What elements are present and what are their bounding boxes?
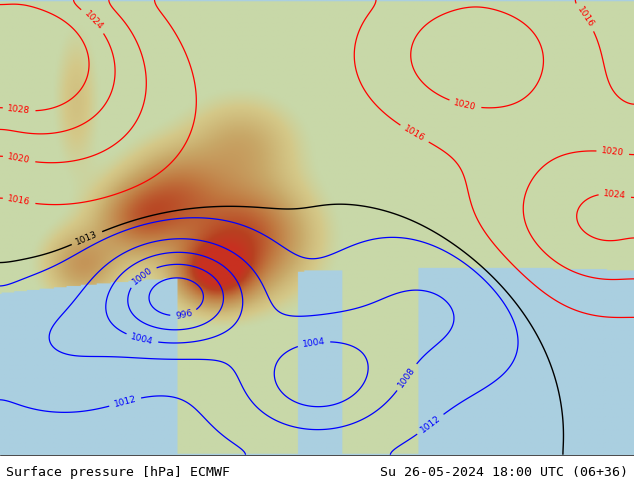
Polygon shape xyxy=(190,391,292,455)
Text: 1020: 1020 xyxy=(453,98,477,112)
Text: 1013: 1013 xyxy=(75,229,100,246)
Text: 1024: 1024 xyxy=(82,9,105,32)
Text: 1024: 1024 xyxy=(603,189,627,200)
Text: 1012: 1012 xyxy=(418,414,443,435)
Text: 1020: 1020 xyxy=(601,147,624,158)
Polygon shape xyxy=(349,387,412,455)
Text: Surface pressure [hPa] ECMWF: Surface pressure [hPa] ECMWF xyxy=(6,466,230,479)
Text: Su 26-05-2024 18:00 UTC (06+36): Su 26-05-2024 18:00 UTC (06+36) xyxy=(380,466,628,479)
Text: 1008: 1008 xyxy=(396,365,417,389)
Text: 1020: 1020 xyxy=(7,152,31,166)
Text: 1004: 1004 xyxy=(130,332,154,346)
Text: 1000: 1000 xyxy=(130,265,154,286)
Text: 1016: 1016 xyxy=(575,5,595,29)
Text: 1016: 1016 xyxy=(402,124,427,144)
Text: 1004: 1004 xyxy=(302,337,326,349)
Text: 1028: 1028 xyxy=(7,104,31,116)
Text: 1012: 1012 xyxy=(113,394,138,409)
Text: 1016: 1016 xyxy=(7,195,31,207)
Polygon shape xyxy=(51,318,133,409)
Polygon shape xyxy=(0,0,634,423)
Text: 996: 996 xyxy=(174,309,193,321)
